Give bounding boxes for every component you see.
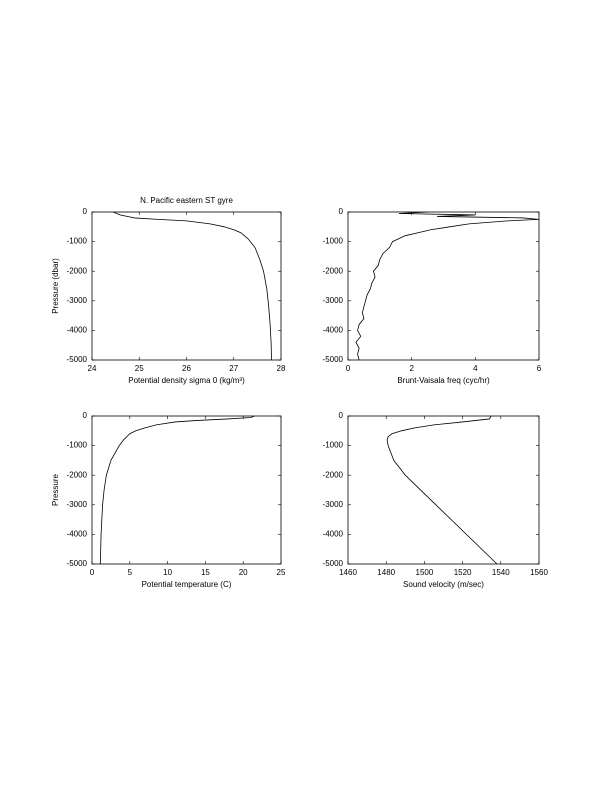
x-tick-label: 26 (182, 364, 191, 373)
x-tick-label: 15 (201, 568, 210, 577)
y-tick-label: -5000 (323, 559, 344, 568)
profile-line (386, 415, 498, 565)
x-tick-label: 20 (239, 568, 248, 577)
profile-line (99, 415, 255, 565)
y-tick-label: 0 (83, 207, 88, 216)
y-tick-label: 0 (83, 411, 88, 420)
y-axis-label: Pressure (dbar) (51, 258, 60, 314)
y-tick-label: -5000 (67, 559, 88, 568)
x-tick-label: 25 (277, 568, 286, 577)
x-tick-label: 0 (346, 364, 351, 373)
x-axis-label: Sound velocity (m/sec) (403, 580, 484, 589)
x-tick-label: 1480 (377, 568, 395, 577)
y-tick-label: -4000 (67, 530, 88, 539)
y-tick-label: -1000 (67, 441, 88, 450)
y-tick-label: -3000 (67, 296, 88, 305)
x-tick-label: 0 (90, 568, 95, 577)
x-tick-label: 1540 (492, 568, 510, 577)
y-tick-label: -5000 (323, 355, 344, 364)
x-tick-label: 28 (277, 364, 286, 373)
x-axis-label: Potential temperature (C) (142, 580, 232, 589)
axes-frame (91, 211, 282, 361)
y-tick-label: 0 (339, 207, 344, 216)
y-tick-label: -3000 (323, 296, 344, 305)
y-tick-label: -2000 (323, 266, 344, 275)
y-tick-label: 0 (339, 411, 344, 420)
axes-frame (347, 415, 540, 565)
x-tick-label: 1500 (416, 568, 434, 577)
y-tick-label: -2000 (67, 470, 88, 479)
x-axis-label: Brunt-Vaisala freq (cyc/hr) (397, 376, 490, 385)
y-tick-label: -4000 (67, 326, 88, 335)
y-tick-label: -3000 (67, 500, 88, 509)
x-tick-label: 1520 (454, 568, 472, 577)
y-tick-label: -2000 (67, 266, 88, 275)
chart-title: N. Pacific eastern ST gyre (140, 196, 233, 205)
x-tick-label: 27 (229, 364, 238, 373)
axes-frame (347, 211, 540, 361)
y-tick-label: -1000 (67, 237, 88, 246)
profile-line (113, 211, 272, 361)
y-tick-label: -1000 (323, 237, 344, 246)
x-tick-label: 2 (409, 364, 414, 373)
x-tick-label: 1560 (530, 568, 548, 577)
y-axis-label: Pressure (51, 473, 60, 506)
x-tick-label: 25 (135, 364, 144, 373)
axes-frame (91, 415, 282, 565)
y-tick-label: -4000 (323, 530, 344, 539)
x-tick-label: 5 (128, 568, 133, 577)
x-tick-label: 6 (537, 364, 542, 373)
y-tick-label: -1000 (323, 441, 344, 450)
x-tick-label: 1460 (339, 568, 357, 577)
y-tick-label: -4000 (323, 326, 344, 335)
profile-line (355, 211, 540, 361)
x-axis-label: Potential density sigma 0 (kg/m³) (128, 376, 245, 385)
y-tick-label: -2000 (323, 470, 344, 479)
y-tick-label: -3000 (323, 500, 344, 509)
x-tick-label: 24 (88, 364, 97, 373)
x-tick-label: 10 (163, 568, 172, 577)
x-tick-label: 4 (473, 364, 478, 373)
y-tick-label: -5000 (67, 355, 88, 364)
